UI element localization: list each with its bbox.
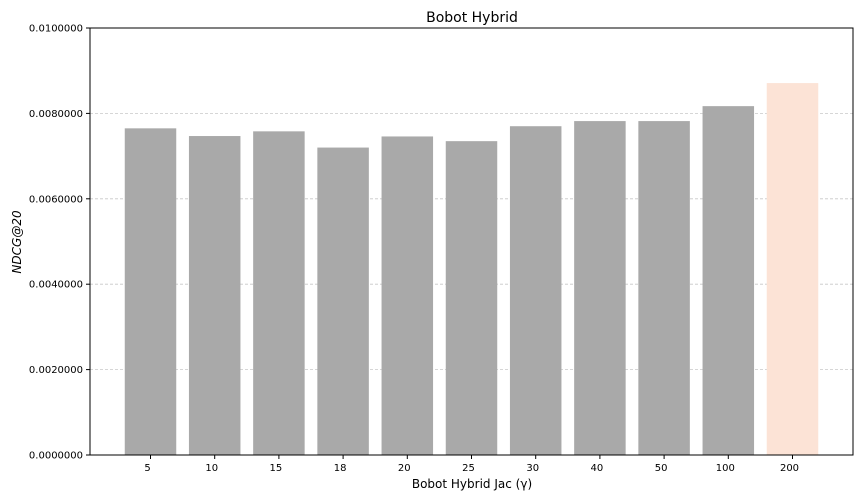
y-tick-label: 0.0000000 [29, 451, 83, 462]
y-axis-label: NDCG@20 [10, 210, 24, 274]
x-tick-label: 40 [591, 463, 604, 474]
bar-40 [574, 121, 626, 455]
x-tick-label: 5 [144, 463, 150, 474]
x-tick-label: 100 [716, 463, 735, 474]
x-tick-label: 25 [462, 463, 475, 474]
x-tick-label: 20 [398, 463, 411, 474]
x-tick-label: 50 [655, 463, 668, 474]
bar-18 [317, 147, 369, 455]
x-tick-label: 15 [270, 463, 283, 474]
bar-5 [124, 128, 177, 455]
x-axis-label: Bobot Hybrid Jac (γ) [412, 477, 532, 491]
bar-15 [253, 131, 305, 456]
y-tick-label: 0.0100000 [29, 24, 83, 35]
y-tick-label: 0.0080000 [29, 109, 83, 120]
bars-group [124, 83, 819, 456]
bar-25 [445, 141, 498, 455]
y-axis: 0.0000000 0.0020000 0.0040000 0.0060000 0.00… [29, 24, 90, 462]
bar-50 [638, 121, 690, 455]
x-tick-label: 10 [205, 463, 218, 474]
bar-30 [509, 126, 562, 456]
y-tick-label: 0.0020000 [29, 365, 83, 376]
plot-frame [89, 27, 854, 456]
bar-200 [766, 83, 819, 455]
chart-title: Bobot Hybrid [426, 10, 518, 26]
bar-10 [188, 136, 241, 455]
bar-20 [381, 136, 434, 455]
y-tick-label: 0.0040000 [29, 280, 83, 291]
y-tick-label: 0.0060000 [29, 194, 83, 205]
x-tick-label: 18 [334, 463, 347, 474]
x-tick-label: 200 [780, 463, 799, 474]
bar-100 [702, 106, 755, 456]
x-tick-label: 30 [526, 463, 539, 474]
x-axis: 5 10 15 18 20 25 30 40 50 100 200 [144, 455, 799, 474]
